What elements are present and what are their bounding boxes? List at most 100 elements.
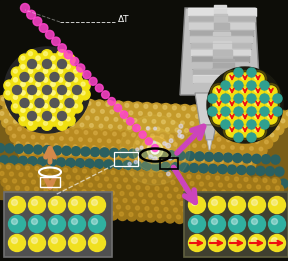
Circle shape xyxy=(64,80,75,91)
Circle shape xyxy=(131,177,141,187)
Circle shape xyxy=(0,164,1,169)
Circle shape xyxy=(236,84,253,100)
Circle shape xyxy=(33,121,36,124)
Circle shape xyxy=(7,191,17,201)
Circle shape xyxy=(148,213,152,217)
Circle shape xyxy=(33,165,43,175)
Circle shape xyxy=(153,205,162,216)
Circle shape xyxy=(101,110,104,113)
Circle shape xyxy=(79,106,90,117)
Circle shape xyxy=(25,126,35,136)
Circle shape xyxy=(26,111,37,122)
Circle shape xyxy=(26,212,35,222)
Circle shape xyxy=(41,76,52,87)
Circle shape xyxy=(179,180,189,189)
Circle shape xyxy=(187,186,195,195)
Circle shape xyxy=(146,162,155,171)
Circle shape xyxy=(198,188,201,191)
Circle shape xyxy=(73,196,76,199)
Circle shape xyxy=(228,165,236,174)
Circle shape xyxy=(116,123,126,134)
Circle shape xyxy=(51,105,61,116)
Circle shape xyxy=(252,153,262,162)
Circle shape xyxy=(185,173,195,183)
Circle shape xyxy=(19,80,30,91)
Circle shape xyxy=(221,120,230,129)
Circle shape xyxy=(102,115,113,126)
Circle shape xyxy=(147,192,156,201)
Circle shape xyxy=(37,215,41,218)
Circle shape xyxy=(12,67,22,78)
Circle shape xyxy=(56,150,66,159)
Circle shape xyxy=(12,102,22,113)
Circle shape xyxy=(128,126,131,129)
Circle shape xyxy=(21,91,25,95)
Circle shape xyxy=(72,102,83,113)
Circle shape xyxy=(145,193,148,196)
Circle shape xyxy=(255,183,264,193)
Circle shape xyxy=(70,158,79,167)
Circle shape xyxy=(126,185,130,189)
FancyArrowPatch shape xyxy=(190,241,202,245)
Circle shape xyxy=(281,119,285,123)
Bar xyxy=(214,5,226,15)
Circle shape xyxy=(202,210,206,213)
Circle shape xyxy=(9,197,26,213)
Circle shape xyxy=(45,167,48,171)
Circle shape xyxy=(22,180,26,183)
Bar xyxy=(214,14,227,24)
Circle shape xyxy=(127,173,136,182)
Circle shape xyxy=(177,114,180,117)
Circle shape xyxy=(12,93,22,104)
Circle shape xyxy=(107,175,115,183)
Circle shape xyxy=(103,100,115,111)
Circle shape xyxy=(208,106,219,117)
Circle shape xyxy=(23,185,33,195)
Circle shape xyxy=(107,184,111,188)
Circle shape xyxy=(52,122,55,125)
Circle shape xyxy=(26,119,37,130)
Circle shape xyxy=(71,167,81,177)
Circle shape xyxy=(55,164,64,174)
Circle shape xyxy=(96,189,104,197)
Circle shape xyxy=(169,139,173,143)
Circle shape xyxy=(137,211,147,222)
Circle shape xyxy=(196,187,205,195)
Circle shape xyxy=(105,189,114,198)
Circle shape xyxy=(60,106,71,116)
Circle shape xyxy=(260,94,269,103)
Circle shape xyxy=(239,125,251,137)
Circle shape xyxy=(20,178,30,188)
Circle shape xyxy=(154,207,158,211)
Circle shape xyxy=(264,124,274,134)
Polygon shape xyxy=(25,108,39,124)
Circle shape xyxy=(152,171,155,174)
Circle shape xyxy=(147,178,150,181)
Circle shape xyxy=(41,102,52,113)
Circle shape xyxy=(208,158,218,167)
Circle shape xyxy=(227,190,230,193)
Circle shape xyxy=(228,175,231,178)
Circle shape xyxy=(249,212,253,216)
Circle shape xyxy=(85,197,89,200)
Circle shape xyxy=(118,190,128,200)
Circle shape xyxy=(136,110,147,120)
Circle shape xyxy=(18,156,27,165)
Circle shape xyxy=(251,178,259,187)
Circle shape xyxy=(181,187,192,197)
Circle shape xyxy=(113,132,116,136)
Circle shape xyxy=(234,133,243,142)
Circle shape xyxy=(210,159,214,163)
Circle shape xyxy=(49,106,60,117)
Circle shape xyxy=(30,150,33,153)
Circle shape xyxy=(258,131,269,141)
Circle shape xyxy=(36,108,40,112)
Circle shape xyxy=(10,198,20,208)
Circle shape xyxy=(172,193,180,201)
Circle shape xyxy=(38,165,41,168)
Circle shape xyxy=(47,149,56,159)
Circle shape xyxy=(212,145,215,148)
Circle shape xyxy=(41,181,45,185)
Circle shape xyxy=(26,93,37,104)
Circle shape xyxy=(105,182,115,193)
